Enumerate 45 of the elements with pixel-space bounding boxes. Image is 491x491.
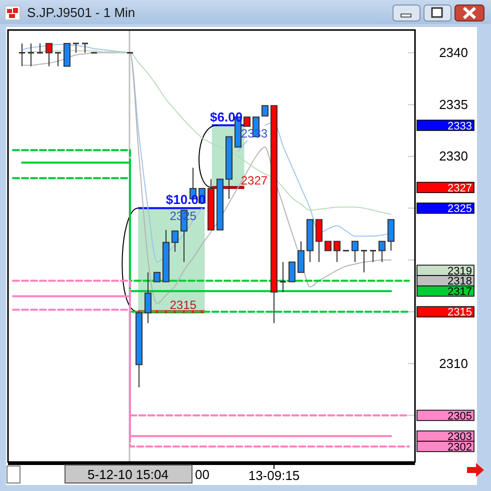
candlestick	[261, 105, 269, 116]
annotation: $6.00	[210, 109, 243, 124]
text: 2303	[448, 431, 472, 444]
text: 2315	[448, 306, 472, 319]
candlestick	[171, 230, 179, 252]
text: 2325	[448, 203, 472, 216]
text: 5-12-10 15:04	[88, 467, 168, 482]
text: 00	[195, 467, 210, 482]
candlestick	[18, 42, 26, 67]
candlestick	[63, 42, 71, 67]
annotation: 2327	[240, 173, 268, 188]
candlestick	[27, 42, 35, 67]
candlestick	[351, 240, 359, 263]
text: 2305	[448, 410, 472, 422]
y-tick-label: 2330	[439, 148, 468, 164]
candlestick	[315, 219, 323, 263]
annotation: 2315	[170, 298, 197, 312]
candlestick	[45, 42, 53, 67]
candlestick	[378, 240, 386, 263]
candlestick	[72, 42, 80, 54]
x-tick-label: 13-09:15	[248, 468, 300, 484]
candlestick	[81, 42, 89, 54]
candlestick	[369, 250, 377, 263]
chart-title: S.JP.J9501 - 1 Min	[27, 5, 136, 20]
text: 2327	[448, 182, 472, 194]
text: 2317	[448, 286, 472, 298]
text: 2319	[448, 265, 472, 278]
candlestick	[153, 272, 161, 282]
text: 2318	[448, 276, 472, 288]
y-tick-label: 2340	[439, 44, 468, 60]
y-tick-label: 2335	[439, 96, 468, 112]
candlestick	[144, 272, 152, 324]
candlestick	[387, 219, 395, 252]
text: 2333	[448, 120, 472, 132]
candlestick	[36, 42, 44, 54]
candlestick	[333, 240, 341, 263]
candlestick	[279, 262, 287, 293]
candlestick	[243, 116, 251, 127]
candlestick	[54, 52, 62, 67]
candlestick	[324, 240, 332, 252]
candlestick	[288, 262, 296, 282]
y-tick-label: 2310	[439, 356, 468, 371]
candlestick	[297, 240, 305, 273]
candlestick	[360, 250, 368, 273]
text: 2302	[448, 441, 472, 454]
